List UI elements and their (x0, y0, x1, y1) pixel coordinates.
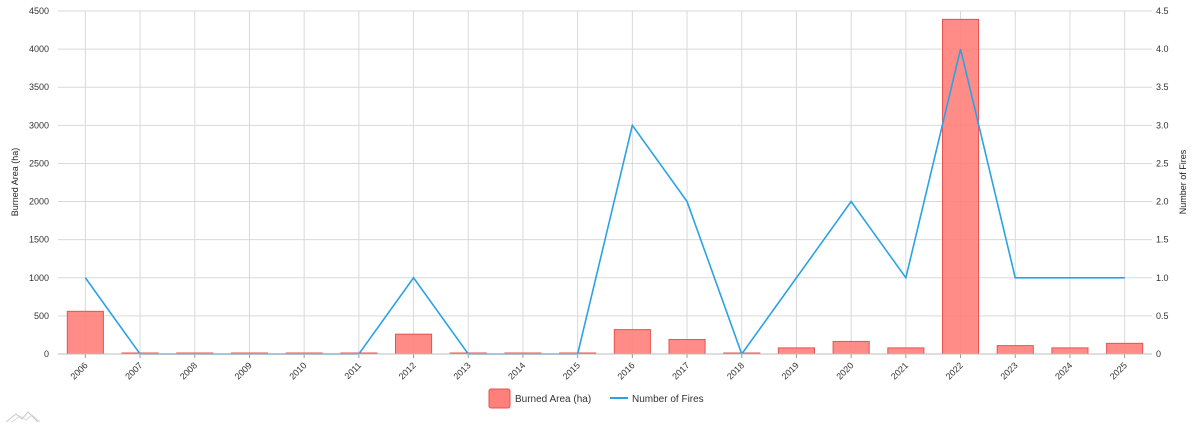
bar-burned-area[interactable] (777, 347, 816, 355)
axes: 0 500 1000 1500 2000 2500 3000 3500 4000 4500 0 0.5… (29, 6, 1169, 382)
y-tick-label: 0 (44, 349, 49, 359)
logo-icon (5, 411, 41, 423)
y-tick-label: 4500 (29, 6, 49, 16)
x-tick-label: 2025 (1108, 360, 1129, 381)
bar-series (66, 18, 1144, 355)
x-tick-label: 2020 (834, 360, 855, 381)
bar-burned-area[interactable] (66, 310, 104, 355)
legend: Burned Area (ha) Number of Fires (488, 388, 704, 409)
y2-tick-label: 2.0 (1156, 197, 1169, 207)
legend-label-burned-area[interactable]: Burned Area (ha) (515, 394, 591, 405)
x-tick-label: 2015 (561, 360, 582, 381)
x-tick-label: 2019 (780, 360, 801, 381)
bar-burned-area[interactable] (394, 333, 433, 355)
y2-tick-label: 3.5 (1156, 82, 1169, 92)
y-tick-label: 1500 (29, 235, 49, 245)
y-tick-label: 2000 (29, 197, 49, 207)
y2-tick-label: 4.5 (1156, 6, 1169, 16)
bar-burned-area[interactable] (1051, 347, 1089, 355)
point-number-of-fires[interactable] (411, 275, 416, 280)
x-tick-label: 2012 (397, 360, 418, 381)
x-tick-label: 2008 (178, 360, 199, 381)
y-tick-label: 4000 (29, 44, 49, 54)
point-number-of-fires[interactable] (794, 275, 799, 280)
bar-burned-area[interactable] (668, 339, 706, 355)
grid-lines (58, 10, 1152, 355)
point-number-of-fires[interactable] (958, 47, 963, 52)
x-tick-label: 2007 (123, 360, 144, 381)
x-tick-label: 2016 (616, 360, 637, 381)
x-tick-label: 2009 (233, 360, 254, 381)
y-tick-label: 3500 (29, 82, 49, 92)
legend-swatch-burned-area[interactable] (488, 388, 511, 409)
y2-tick-label: 2.5 (1156, 158, 1169, 168)
y-tick-label: 500 (34, 311, 49, 321)
x-tick-label: 2011 (343, 360, 364, 381)
y-axis-title: Burned Area (ha) (10, 148, 20, 217)
y2-tick-label: 0 (1156, 349, 1161, 359)
bar-burned-area[interactable] (887, 347, 925, 355)
bar-burned-area[interactable] (941, 18, 980, 355)
bar-burned-area[interactable] (613, 329, 651, 355)
x-tick-label: 2022 (944, 360, 965, 381)
y2-tick-label: 4.0 (1156, 44, 1169, 54)
y2-tick-label: 1.0 (1156, 273, 1169, 283)
point-number-of-fires[interactable] (685, 199, 690, 204)
x-tick-label: 2010 (287, 360, 308, 381)
bar-burned-area[interactable] (996, 345, 1034, 355)
point-number-of-fires[interactable] (903, 275, 908, 280)
point-number-of-fires[interactable] (83, 275, 88, 280)
y-tick-label: 1000 (29, 273, 49, 283)
y2-tick-label: 3.0 (1156, 120, 1169, 130)
y-tick-label: 3000 (29, 120, 49, 130)
point-number-of-fires[interactable] (1067, 275, 1072, 280)
x-tick-label: 2017 (670, 360, 691, 381)
y-tick-label: 2500 (29, 158, 49, 168)
x-tick-label: 2023 (998, 360, 1019, 381)
bar-burned-area[interactable] (832, 340, 870, 355)
x-tick-label: 2024 (1053, 360, 1074, 381)
x-tick-label: 2014 (506, 360, 527, 381)
x-tick-label: 2006 (69, 360, 90, 381)
y2-axis-title: Number of Fires (1178, 149, 1188, 214)
point-number-of-fires[interactable] (1013, 275, 1018, 280)
y2-tick-label: 0.5 (1156, 311, 1169, 321)
x-tick-label: 2013 (451, 360, 472, 381)
bar-burned-area[interactable] (1106, 342, 1144, 355)
x-tick-label: 2018 (725, 360, 746, 381)
legend-label-number-of-fires[interactable]: Number of Fires (632, 394, 704, 405)
y2-tick-label: 1.5 (1156, 235, 1169, 245)
x-tick-label: 2021 (889, 360, 910, 381)
point-number-of-fires[interactable] (849, 199, 854, 204)
point-number-of-fires[interactable] (630, 123, 635, 128)
point-number-of-fires[interactable] (1122, 275, 1127, 280)
